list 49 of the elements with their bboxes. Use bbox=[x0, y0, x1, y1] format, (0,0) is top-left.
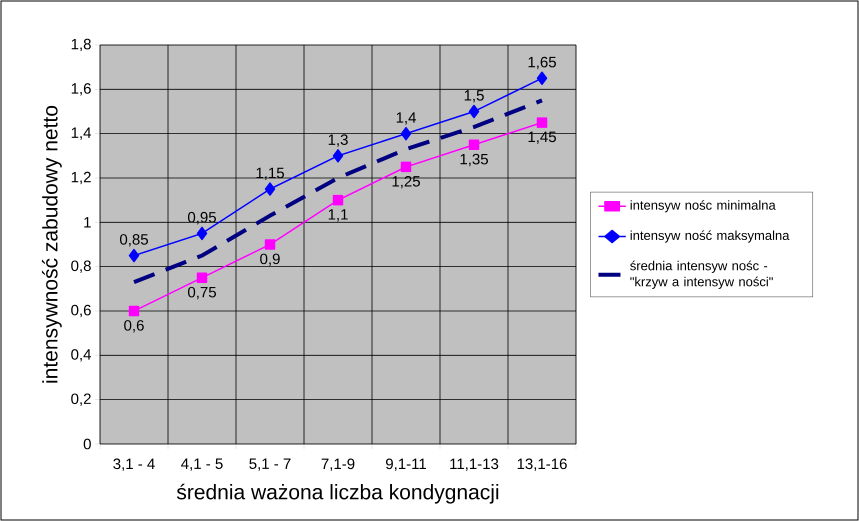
point bbox=[264, 239, 276, 250]
data-label: 1,65 bbox=[528, 56, 556, 70]
x-tick-label: 3,1 - 4 bbox=[113, 458, 155, 471]
x-tick-label: 13,1-16 bbox=[518, 458, 567, 471]
x-tick-label: 7,1-9 bbox=[322, 458, 354, 471]
y-tick-label: 1,2 bbox=[72, 172, 91, 184]
data-label: 0,9 bbox=[260, 254, 280, 266]
y-axis-title: intensywność zabudowy netto bbox=[42, 106, 62, 383]
point bbox=[332, 194, 344, 206]
y-tick-label: 1,4 bbox=[72, 128, 92, 140]
data-label: 1,1 bbox=[328, 209, 348, 222]
point bbox=[196, 272, 208, 283]
data-label: 1,45 bbox=[528, 132, 556, 144]
point bbox=[400, 126, 412, 140]
point bbox=[128, 306, 140, 316]
x-tick-label: 11,1-13 bbox=[450, 458, 498, 471]
point bbox=[400, 162, 412, 172]
data-label: 0,85 bbox=[120, 234, 148, 246]
point bbox=[536, 117, 548, 128]
legend-label: intensyw nośc minimalna bbox=[630, 200, 776, 212]
x-tick-label: 5,1 - 7 bbox=[249, 458, 291, 471]
data-label: 1,4 bbox=[396, 112, 416, 125]
point bbox=[196, 226, 208, 240]
point bbox=[264, 182, 276, 196]
data-label: 1,5 bbox=[464, 90, 484, 102]
y-tick-label: 0,2 bbox=[71, 393, 91, 406]
point bbox=[468, 104, 480, 118]
data-label: 1,25 bbox=[392, 176, 420, 188]
y-tick-label: 1,8 bbox=[72, 38, 91, 52]
point bbox=[128, 248, 140, 262]
point bbox=[332, 149, 344, 163]
y-tick-label: 0,4 bbox=[71, 349, 92, 362]
data-label: 1,3 bbox=[328, 134, 348, 147]
point bbox=[468, 139, 480, 150]
y-tick-label: 1,6 bbox=[72, 83, 91, 96]
point bbox=[536, 71, 548, 85]
legend-label: średnia intensyw nośc - "krzyw a intensyw ności" bbox=[630, 260, 773, 289]
y-tick-label: 0,6 bbox=[71, 304, 91, 318]
x-axis-title: średnia ważona liczba kondygnacji bbox=[176, 484, 498, 504]
data-label: 0,75 bbox=[188, 286, 216, 300]
y-tick-label: 0 bbox=[84, 438, 91, 450]
y-tick-label: 1 bbox=[84, 217, 91, 228]
x-tick-label: 9,1-11 bbox=[386, 458, 426, 471]
data-label: 1,15 bbox=[256, 168, 284, 180]
legend-label: intensyw ność maksymalna bbox=[630, 230, 790, 243]
x-tick-label: 4,1 - 5 bbox=[181, 458, 223, 471]
y-tick-label: 0,8 bbox=[71, 260, 91, 273]
data-label: 0,6 bbox=[124, 320, 144, 332]
data-label: 1,35 bbox=[460, 154, 488, 166]
